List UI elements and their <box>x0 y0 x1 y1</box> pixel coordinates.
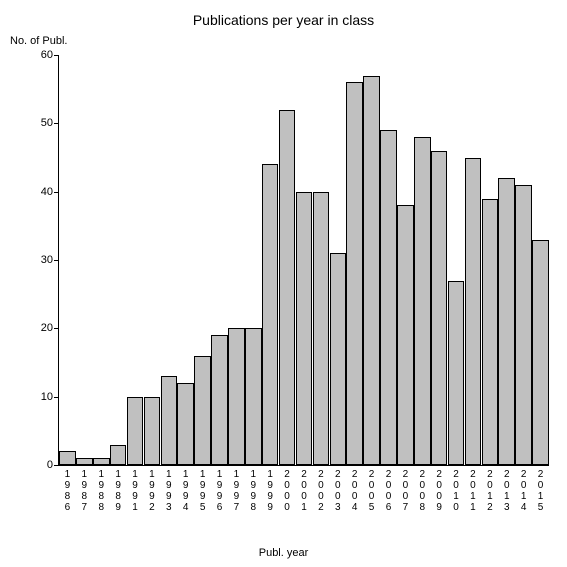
bar <box>380 130 397 465</box>
bar <box>448 281 465 466</box>
x-tick-label: 2007 <box>397 465 414 513</box>
x-tick-label: 1992 <box>143 465 160 513</box>
y-tick-mark <box>54 55 59 56</box>
x-tick-label: 1994 <box>177 465 194 513</box>
x-tick-label: 2008 <box>414 465 431 513</box>
bars-group <box>59 55 549 465</box>
plot-area: 0102030405060198619871988198919911992199… <box>58 55 549 466</box>
bar <box>363 76 380 466</box>
bar <box>177 383 194 465</box>
bar <box>228 328 245 465</box>
x-tick-label: 2000 <box>279 465 296 513</box>
x-tick-label: 2013 <box>498 465 515 513</box>
bar <box>194 356 211 465</box>
x-tick-label: 2014 <box>515 465 532 513</box>
bar <box>76 458 93 465</box>
bar <box>296 192 313 465</box>
bar <box>161 376 178 465</box>
x-tick-label: 1991 <box>127 465 144 513</box>
bar <box>127 397 144 465</box>
x-tick-label: 2009 <box>431 465 448 513</box>
x-tick-label: 1989 <box>110 465 127 513</box>
bar <box>482 199 499 466</box>
x-tick-label: 1987 <box>76 465 93 513</box>
x-tick-label: 1988 <box>93 465 110 513</box>
y-tick-mark <box>54 260 59 261</box>
x-axis-label: Publ. year <box>0 547 567 559</box>
bar <box>465 158 482 466</box>
x-tick-label: 2003 <box>329 465 346 513</box>
x-tick-label: 1995 <box>194 465 211 513</box>
bar <box>211 335 228 465</box>
x-tick-label: 2010 <box>448 465 465 513</box>
publications-chart: Publications per year in class No. of Pu… <box>0 0 567 567</box>
x-tick-label: 2002 <box>312 465 329 513</box>
x-tick-label: 2012 <box>481 465 498 513</box>
x-tick-label: 1998 <box>245 465 262 513</box>
bar <box>262 164 279 465</box>
y-tick-mark <box>54 123 59 124</box>
x-tick-label: 2004 <box>346 465 363 513</box>
x-tick-label: 1999 <box>262 465 279 513</box>
bar <box>313 192 330 465</box>
bar <box>330 253 347 465</box>
bar <box>144 397 161 465</box>
x-tick-label: 1997 <box>228 465 245 513</box>
y-tick-mark <box>54 192 59 193</box>
x-tick-label: 2001 <box>296 465 313 513</box>
x-tick-label: 2005 <box>363 465 380 513</box>
x-tick-label: 1986 <box>59 465 76 513</box>
bar <box>245 328 262 465</box>
bar <box>346 82 363 465</box>
bar <box>498 178 515 465</box>
bar <box>532 240 549 466</box>
x-tick-label: 1993 <box>160 465 177 513</box>
x-tick-label: 2015 <box>532 465 549 513</box>
y-axis-label: No. of Publ. <box>10 35 67 47</box>
bar <box>414 137 431 465</box>
bar <box>110 445 127 466</box>
chart-title: Publications per year in class <box>0 12 567 28</box>
bar <box>515 185 532 465</box>
bar <box>93 458 110 465</box>
x-tick-label: 2006 <box>380 465 397 513</box>
bar <box>397 205 414 465</box>
x-tick-label: 2011 <box>465 465 482 513</box>
y-tick-mark <box>54 397 59 398</box>
bar <box>431 151 448 465</box>
bar <box>59 451 76 465</box>
x-tick-label: 1996 <box>211 465 228 513</box>
bar <box>279 110 296 465</box>
y-tick-mark <box>54 328 59 329</box>
